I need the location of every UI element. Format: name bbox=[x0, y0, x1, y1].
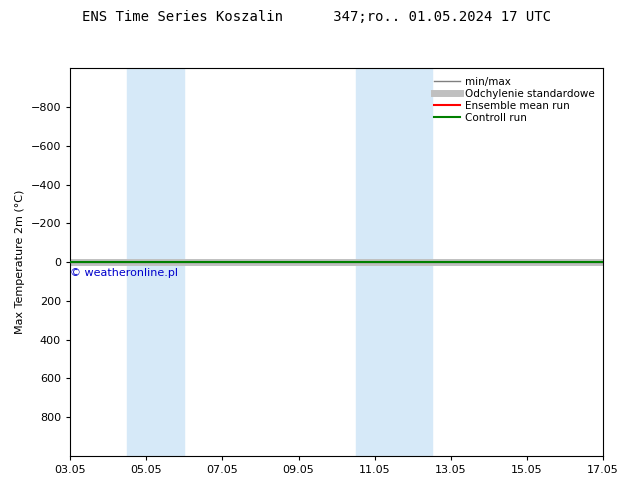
Y-axis label: Max Temperature 2m (°C): Max Temperature 2m (°C) bbox=[15, 190, 25, 334]
Text: © weatheronline.pl: © weatheronline.pl bbox=[70, 268, 178, 278]
Text: ENS Time Series Koszalin      347;ro.. 01.05.2024 17 UTC: ENS Time Series Koszalin 347;ro.. 01.05.… bbox=[82, 10, 552, 24]
Bar bbox=[356, 69, 432, 456]
Bar bbox=[127, 69, 184, 456]
Legend: min/max, Odchylenie standardowe, Ensemble mean run, Controll run: min/max, Odchylenie standardowe, Ensembl… bbox=[430, 74, 598, 126]
